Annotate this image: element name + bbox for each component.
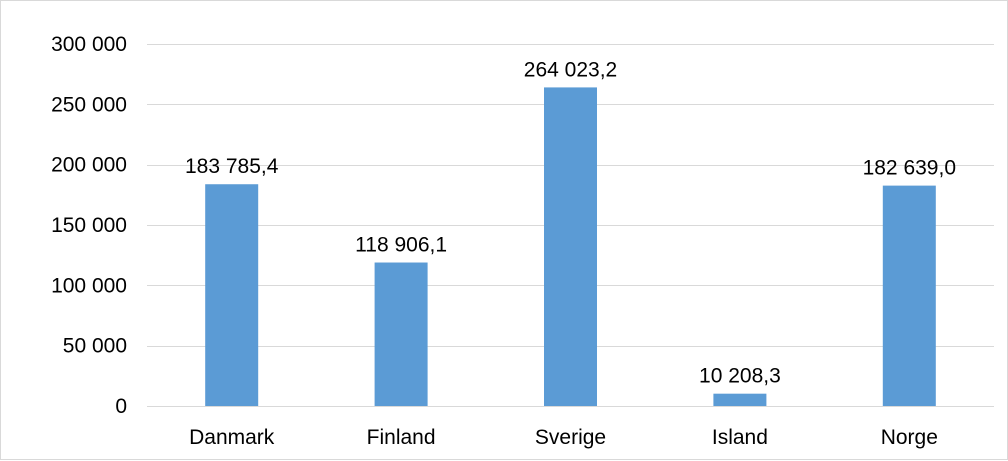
y-tick-label: 150 000 [51,214,127,237]
bar-island [713,393,767,406]
bars [205,87,936,407]
x-tick-label: Finland [367,426,436,449]
data-labels: 183 785,4 118 906,1 264 023,2 10 208,3 182 6… [185,58,956,387]
x-axis-tick-labels: Danmark Finland Sverige Island Norge [189,426,938,449]
y-tick-label: 100 000 [51,274,127,297]
data-label: 182 639,0 [863,157,956,180]
y-tick-label: 200 000 [51,154,127,177]
y-tick-label: 0 [115,395,127,418]
y-tick-label: 300 000 [51,33,127,56]
bar-norge [882,185,936,406]
x-tick-label: Sverige [535,426,606,449]
y-tick-label: 250 000 [51,93,127,116]
x-tick-label: Island [712,426,768,449]
data-label: 264 023,2 [524,58,617,81]
x-tick-label: Danmark [189,426,275,449]
data-label: 10 208,3 [699,365,781,388]
bar-finland [374,262,428,406]
y-tick-label: 50 000 [63,335,127,358]
y-axis-tick-labels: 0 50 000 100 000 150 000 200 000 250 000 300 0… [51,33,127,418]
bar-danmark [205,184,259,406]
bar-sverige [544,87,597,407]
data-label: 118 906,1 [355,234,447,257]
x-tick-label: Norge [881,426,938,449]
data-label: 183 785,4 [185,155,279,178]
